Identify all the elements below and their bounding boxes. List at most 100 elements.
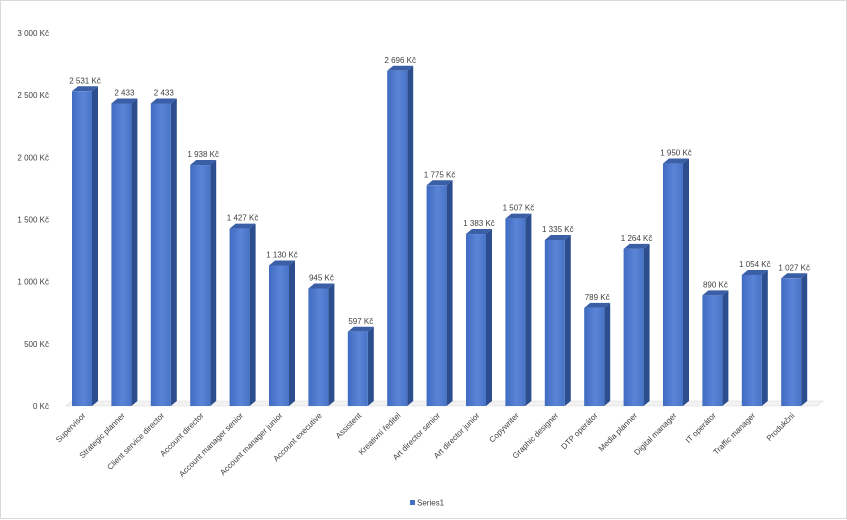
bar-side (210, 160, 217, 406)
category-label: Produkční (765, 411, 797, 443)
bar (741, 269, 768, 406)
bar (308, 283, 335, 406)
bar (466, 229, 492, 406)
bar (623, 243, 650, 406)
bar-top (111, 98, 138, 104)
legend-label: Series1 (417, 499, 445, 508)
bar (347, 326, 374, 406)
data-label: 1 264 Kč (621, 234, 653, 243)
bar (150, 98, 177, 406)
bar (505, 213, 532, 406)
y-axis: 0 Kč 500 Kč 1 000 Kč 1 500 Kč 2 000 Kč 2 500 … (17, 29, 49, 411)
bar-top (544, 235, 571, 241)
data-label: 789 Kč (585, 293, 610, 302)
bar-top (623, 243, 650, 249)
bar-top (781, 273, 808, 279)
bar-front (623, 248, 644, 406)
bar-front (111, 103, 132, 406)
y-tick-label: 0 Kč (33, 402, 49, 411)
bar-side (604, 302, 611, 406)
bar (426, 180, 453, 406)
bar-front (72, 91, 92, 407)
bar (111, 98, 138, 406)
bar-top (269, 260, 295, 266)
bar-side (564, 235, 571, 406)
data-label: 1 130 Kč (266, 251, 298, 260)
bar-side (249, 223, 256, 406)
bar-side (683, 158, 689, 406)
bar-front (466, 234, 486, 406)
bar-front (229, 228, 250, 406)
data-label: 890 Kč (703, 280, 728, 289)
y-tick-label: 2 500 Kč (17, 91, 49, 100)
category-label: IT operátor (684, 411, 718, 445)
data-label: 1 938 Kč (187, 150, 219, 159)
category-label: Traffic manager (712, 411, 758, 457)
legend: Series1 (410, 499, 445, 508)
data-label: 597 Kč (348, 317, 373, 326)
bar (781, 273, 808, 406)
bar-top (347, 326, 374, 332)
bar-side (131, 98, 138, 406)
bar-front (544, 240, 565, 406)
bar-side (801, 273, 808, 406)
bar (663, 158, 689, 406)
bar-top (505, 213, 532, 219)
data-label: 2 531 Kč (69, 76, 101, 85)
data-label: 1 054 Kč (739, 260, 771, 269)
data-label: 1 507 Kč (503, 204, 535, 213)
category-label: Media planner (597, 411, 639, 453)
bar-front (426, 185, 447, 406)
bar-front (505, 218, 526, 406)
bar-side (643, 243, 650, 406)
bar-front (387, 70, 408, 406)
bars (72, 65, 808, 407)
legend-swatch (410, 500, 415, 505)
data-label: 1 383 Kč (463, 219, 495, 228)
y-tick-label: 2 000 Kč (17, 153, 49, 162)
bar-side (525, 213, 532, 406)
category-label: Copywriter (487, 411, 521, 445)
bar-front (308, 288, 329, 406)
data-label: 2 696 Kč (384, 56, 416, 65)
y-tick-label: 500 Kč (24, 340, 49, 349)
bar-front (269, 265, 289, 406)
y-tick-label: 3 000 Kč (17, 29, 49, 38)
data-label: 1 027 Kč (778, 263, 810, 272)
bar-front (150, 103, 171, 406)
bar-top (387, 65, 414, 71)
bar (229, 223, 256, 406)
bar-top (584, 302, 611, 308)
bar-top (702, 290, 729, 296)
bar (72, 86, 98, 407)
category-label: Account manager senior (177, 411, 245, 479)
bar-top (426, 180, 453, 186)
bar (269, 260, 295, 406)
y-tick-label: 1 500 Kč (17, 216, 49, 225)
bar-top (150, 98, 177, 104)
bar-top (308, 283, 335, 289)
bar-top (229, 223, 256, 229)
bar (544, 235, 571, 406)
bar-front (781, 278, 802, 406)
bar-front (584, 307, 605, 406)
bar-side (761, 269, 768, 406)
category-label: Supervisor (54, 411, 88, 445)
bar-top (72, 86, 98, 92)
data-label: 945 Kč (309, 274, 334, 283)
bar-front (663, 163, 683, 406)
bar-side (92, 86, 98, 407)
bar-top (466, 229, 492, 235)
bar-top (190, 160, 217, 166)
category-label: Assistent (334, 411, 364, 441)
data-label: 1 335 Kč (542, 225, 574, 234)
data-label: 2 433 (114, 88, 135, 97)
data-label: 1 427 Kč (227, 214, 259, 223)
bar-front (190, 165, 211, 406)
bar-front (347, 331, 368, 406)
bar-top (741, 269, 768, 275)
bar-top (663, 158, 689, 164)
bar-front (741, 274, 762, 406)
